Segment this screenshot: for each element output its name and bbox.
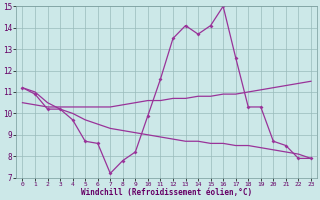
X-axis label: Windchill (Refroidissement éolien,°C): Windchill (Refroidissement éolien,°C) xyxy=(81,188,252,197)
